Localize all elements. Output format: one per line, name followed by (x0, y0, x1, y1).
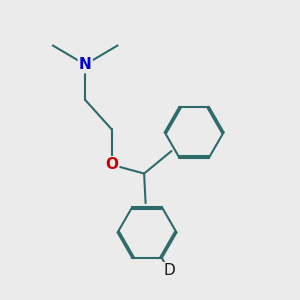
Text: O: O (105, 157, 118, 172)
Text: D: D (163, 263, 175, 278)
Text: N: N (79, 57, 92, 72)
